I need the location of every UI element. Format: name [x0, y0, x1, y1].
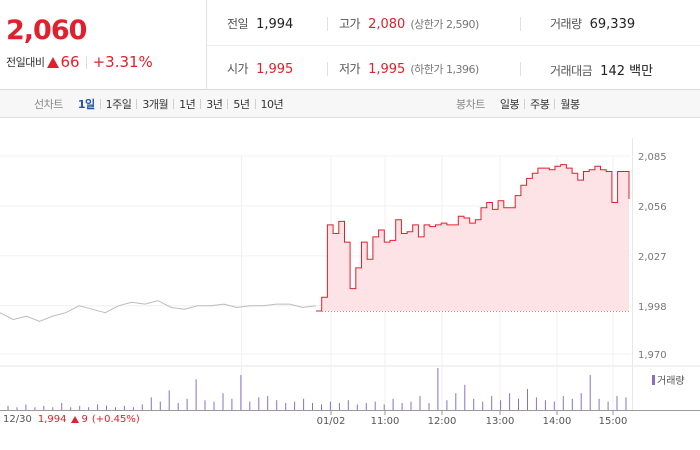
stat-open: 시가 1,995 [227, 60, 293, 77]
change-percent: +3.31% [92, 53, 153, 71]
x-tick-label: 11:00 [371, 416, 400, 427]
stat-separator [327, 62, 328, 76]
prev-day-info: 12/30 1,994 9 (+0.45%) [3, 414, 140, 425]
period-separator [200, 99, 202, 109]
today-series-fill [316, 164, 629, 311]
change-value: 66 [60, 53, 80, 71]
prev-day-change: 9 [81, 414, 88, 425]
prev-day-series-line [0, 300, 317, 322]
stat-value: 1,994 [256, 17, 294, 32]
period-separator [136, 99, 138, 109]
line-period-option-6[interactable]: 10년 [260, 98, 284, 111]
prev-day-date: 12/30 [3, 414, 32, 425]
line-period-option-4[interactable]: 3년 [206, 98, 223, 111]
y-tick-label: 2,056 [638, 202, 667, 213]
candle-period-option-2[interactable]: 월봉 [560, 98, 580, 111]
change-row: 전일대비 66 +3.31% [6, 53, 153, 71]
stat-low: 저가 1,995 (하한가 1,396) [339, 60, 479, 77]
x-tick-label: 15:00 [599, 416, 628, 427]
period-bar: 선차트 1일 1주일 3개월 1년 3년 5년 10년 봉차트 일봉 주봉 월봉 [0, 90, 700, 118]
stat-volume: 거래량 69,339 [550, 15, 635, 32]
candle-chart-periods: 봉차트 일봉 주봉 월봉 [456, 90, 585, 118]
stat-label: 저가 [339, 62, 361, 76]
stat-value: 1,995 [368, 62, 406, 77]
candle-period-option-0[interactable]: 일봉 [499, 98, 520, 111]
stat-value: 142 백만 [600, 64, 654, 79]
prev-day-close: 1,994 [37, 414, 67, 425]
period-separator [173, 99, 175, 109]
stat-prev-close: 전일 1,994 [227, 15, 293, 32]
stat-label: 전일 [227, 17, 249, 31]
x-tick-label: 13:00 [486, 416, 515, 427]
stat-separator [520, 17, 521, 31]
x-tick-label: 01/02 [317, 416, 346, 427]
line-period-option-1[interactable]: 1주일 [105, 98, 132, 111]
y-tick-label: 1,970 [638, 350, 667, 361]
stat-turnover: 거래대금 142 백만 [550, 60, 653, 79]
stats-divider [207, 45, 700, 46]
x-tick-label: 12:00 [428, 416, 457, 427]
stat-sub: (하한가 1,396) [410, 63, 479, 76]
stat-separator [520, 62, 521, 76]
period-separator [524, 99, 526, 109]
change-divider [85, 55, 87, 69]
y-tick-label: 2,085 [638, 152, 667, 163]
period-separator [254, 99, 256, 109]
period-separator [227, 99, 229, 109]
change-label: 전일대비 [6, 56, 45, 69]
period-separator [554, 99, 556, 109]
chart-canvas: 2,085 2,056 2,027 1,998 1,970 01/02 11:00 12:00… [0, 138, 700, 427]
stat-label: 시가 [227, 62, 249, 76]
stat-separator [327, 17, 328, 31]
current-price: 2,060 [6, 15, 87, 46]
line-chart-label: 선차트 [34, 98, 63, 111]
y-tick-label: 1,998 [638, 302, 667, 313]
y-tick-label: 2,027 [638, 252, 667, 263]
stat-label: 고가 [339, 17, 361, 31]
line-period-option-2[interactable]: 3개월 [142, 98, 169, 111]
line-period-option-5[interactable]: 5년 [233, 98, 250, 111]
stat-value: 69,339 [589, 17, 636, 32]
price-box: 2,060 전일대비 66 +3.31% [0, 0, 207, 90]
prev-day-percent: (+0.45%) [91, 414, 140, 425]
stat-label: 거래량 [550, 17, 582, 31]
candle-chart-label: 봉차트 [456, 98, 485, 111]
volume-legend-label: 거래량 [657, 376, 685, 387]
x-tick-label: 14:00 [543, 416, 572, 427]
stat-label: 거래대금 [550, 64, 593, 78]
prev-day-up-icon [71, 416, 80, 423]
stats-grid: 전일 1,994 고가 2,080 (상한가 2,590) 거래량 69,339… [207, 0, 700, 90]
line-period-option-3[interactable]: 1년 [179, 98, 196, 111]
stat-high: 고가 2,080 (상한가 2,590) [339, 15, 479, 32]
stat-value: 1,995 [256, 62, 294, 77]
volume-legend: 거래량 [652, 372, 685, 387]
stat-value: 2,080 [368, 17, 406, 32]
volume-swatch [652, 374, 655, 385]
quote-header: 2,060 전일대비 66 +3.31% 전일 1,994 고가 2,080 (… [0, 0, 700, 90]
line-period-option-0[interactable]: 1일 [77, 98, 95, 111]
stat-sub: (상한가 2,590) [410, 18, 479, 31]
line-chart-periods: 선차트 1일 1주일 3개월 1년 3년 5년 10년 [34, 90, 288, 118]
candle-period-option-1[interactable]: 주봉 [530, 98, 550, 111]
price-chart[interactable]: 2,085 2,056 2,027 1,998 1,970 01/02 11:00 12:00… [0, 118, 700, 450]
period-separator [99, 99, 101, 109]
up-triangle-icon [47, 56, 60, 68]
today-series-line [316, 164, 630, 312]
